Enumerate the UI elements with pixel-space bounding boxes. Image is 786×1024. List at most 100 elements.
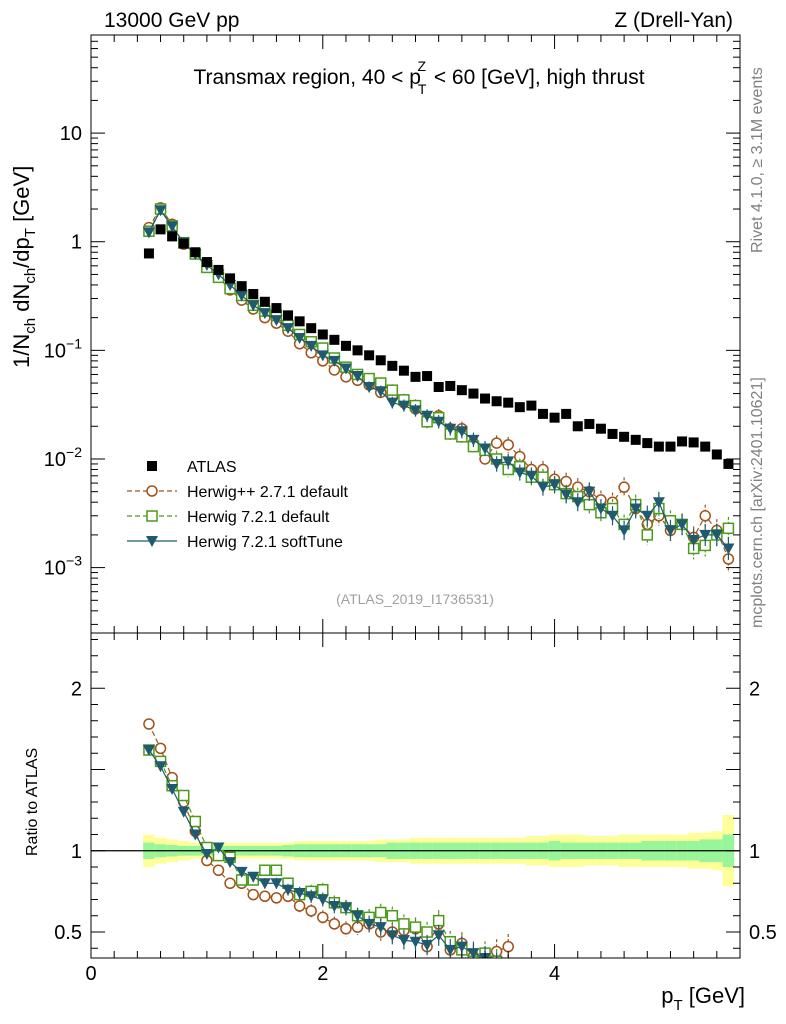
data-point bbox=[514, 402, 525, 413]
data-point bbox=[201, 257, 212, 268]
ratio-point bbox=[212, 842, 225, 854]
data-point bbox=[583, 498, 596, 511]
data-point bbox=[491, 396, 502, 407]
data-point bbox=[490, 458, 503, 470]
data-point bbox=[235, 290, 248, 302]
data-point bbox=[283, 310, 294, 321]
legend-entry: Herwig++ 2.7.1 default bbox=[127, 484, 349, 501]
data-point bbox=[561, 408, 572, 419]
data-point bbox=[363, 381, 376, 393]
ratio-point bbox=[177, 806, 190, 818]
data-point bbox=[676, 519, 689, 531]
x-tick-label: 4 bbox=[549, 963, 560, 985]
series-2 bbox=[143, 203, 735, 560]
series-3 bbox=[142, 205, 735, 560]
ratio-point bbox=[258, 878, 271, 890]
data-point bbox=[619, 431, 630, 442]
data-point bbox=[387, 360, 398, 371]
data-point bbox=[306, 323, 317, 334]
ratio-clipped bbox=[142, 718, 514, 974]
ratio-point bbox=[305, 905, 317, 917]
data-point bbox=[653, 441, 664, 452]
data-point bbox=[700, 441, 711, 452]
data-point bbox=[236, 281, 247, 292]
legend-label: ATLAS bbox=[187, 459, 237, 476]
legend-marker bbox=[147, 461, 157, 471]
data-point bbox=[317, 329, 328, 340]
data-point bbox=[432, 416, 445, 428]
data-point bbox=[711, 449, 722, 460]
data-point bbox=[722, 543, 735, 555]
data-point bbox=[641, 510, 654, 522]
ratio-point bbox=[502, 963, 514, 974]
ratio-point bbox=[177, 789, 190, 802]
data-point bbox=[455, 426, 468, 438]
data-point bbox=[166, 221, 179, 233]
data-point bbox=[688, 437, 699, 448]
legend-marker bbox=[146, 485, 158, 497]
data-point bbox=[642, 438, 653, 449]
data-point bbox=[513, 467, 526, 479]
data-point bbox=[167, 231, 178, 242]
data-point bbox=[386, 384, 399, 396]
legend-label: Herwig 7.2.1 default bbox=[187, 509, 330, 526]
x-axis-label: pT [GeV] bbox=[661, 983, 745, 1014]
data-point bbox=[351, 371, 364, 383]
legend-marker bbox=[146, 536, 158, 547]
legend: ATLAS Herwig++ 2.7.1 default Herwig 7.2.1 … bbox=[127, 459, 349, 551]
ratio-point bbox=[224, 857, 237, 869]
ratio-point bbox=[270, 892, 283, 904]
data-point bbox=[710, 529, 723, 541]
data-point bbox=[213, 264, 224, 275]
y-tick-label: 10 bbox=[60, 123, 82, 145]
ratio-point bbox=[432, 930, 445, 942]
ratio-point bbox=[154, 761, 167, 773]
data-point bbox=[375, 355, 386, 366]
ratio-point bbox=[293, 888, 306, 899]
data-point bbox=[677, 436, 688, 447]
data-point bbox=[316, 350, 329, 362]
data-point bbox=[456, 385, 467, 396]
ratio-point bbox=[235, 866, 248, 878]
ratio-point bbox=[467, 948, 480, 958]
ratio-point bbox=[409, 921, 422, 933]
ratio-point bbox=[374, 922, 387, 934]
ratio-point bbox=[502, 940, 514, 953]
data-point bbox=[386, 397, 399, 409]
ratio-point bbox=[270, 878, 283, 890]
data-point bbox=[503, 397, 514, 408]
x-tick-label: 2 bbox=[317, 963, 328, 985]
data-point bbox=[282, 323, 295, 335]
data-point bbox=[259, 296, 270, 307]
data-point bbox=[699, 529, 712, 541]
ratio-uncertainty-band bbox=[91, 815, 740, 887]
ratio-point bbox=[351, 910, 364, 922]
ratio-ticks: 0.5 0.5 1 1 2 2 0 2 4 bbox=[54, 633, 777, 985]
data-point bbox=[294, 316, 305, 327]
ratio-point bbox=[316, 894, 329, 906]
ratio-point bbox=[247, 871, 260, 883]
analysis-watermark: (ATLAS_2019_I1736531) bbox=[336, 591, 494, 607]
data-point bbox=[607, 428, 618, 439]
data-point bbox=[409, 405, 422, 417]
ratio-point bbox=[339, 902, 352, 914]
ratio-point bbox=[491, 960, 503, 971]
ratio-point bbox=[305, 891, 318, 903]
data-point bbox=[422, 371, 433, 382]
data-point bbox=[629, 503, 642, 515]
data-point bbox=[421, 410, 434, 422]
ratio-panel-data bbox=[142, 718, 514, 974]
data-point bbox=[467, 434, 480, 446]
legend-label: Herwig 7.2.1 softTune bbox=[187, 534, 343, 551]
data-point bbox=[583, 486, 596, 498]
ratio-point bbox=[317, 911, 329, 924]
data-point bbox=[490, 437, 503, 449]
series-0 bbox=[143, 224, 734, 469]
ratio-y-axis-label: Ratio to ATLAS bbox=[24, 748, 41, 856]
ratio-point bbox=[200, 849, 213, 860]
ratio-point bbox=[142, 745, 155, 756]
y-tick-label: 10−2 bbox=[44, 444, 82, 471]
data-point bbox=[178, 238, 189, 249]
data-point bbox=[618, 525, 631, 537]
data-point bbox=[572, 481, 584, 493]
